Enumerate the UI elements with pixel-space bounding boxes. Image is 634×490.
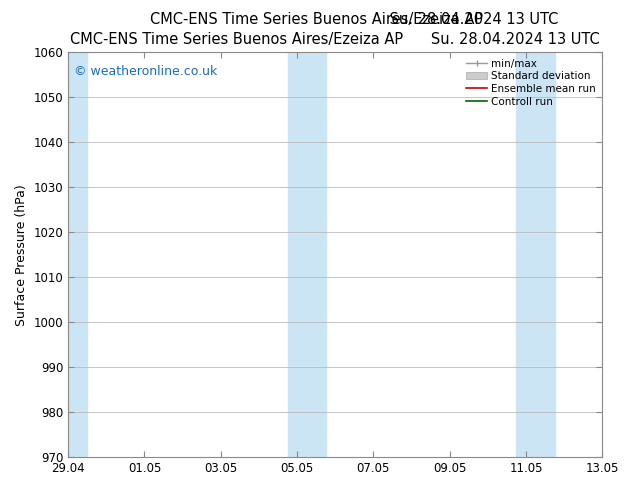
Bar — [536, 52, 555, 457]
Text: CMC-ENS Time Series Buenos Aires/Ezeiza AP: CMC-ENS Time Series Buenos Aires/Ezeiza … — [150, 12, 484, 27]
Bar — [67, 52, 87, 457]
Bar — [307, 52, 326, 457]
Bar — [288, 52, 307, 457]
Y-axis label: Surface Pressure (hPa): Surface Pressure (hPa) — [15, 184, 28, 326]
Text: © weatheronline.co.uk: © weatheronline.co.uk — [74, 65, 217, 77]
Bar — [517, 52, 536, 457]
Legend: min/max, Standard deviation, Ensemble mean run, Controll run: min/max, Standard deviation, Ensemble me… — [463, 55, 599, 110]
Text: Su. 28.04.2024 13 UTC: Su. 28.04.2024 13 UTC — [75, 12, 559, 27]
Title: CMC-ENS Time Series Buenos Aires/Ezeiza AP      Su. 28.04.2024 13 UTC: CMC-ENS Time Series Buenos Aires/Ezeiza … — [70, 32, 600, 47]
